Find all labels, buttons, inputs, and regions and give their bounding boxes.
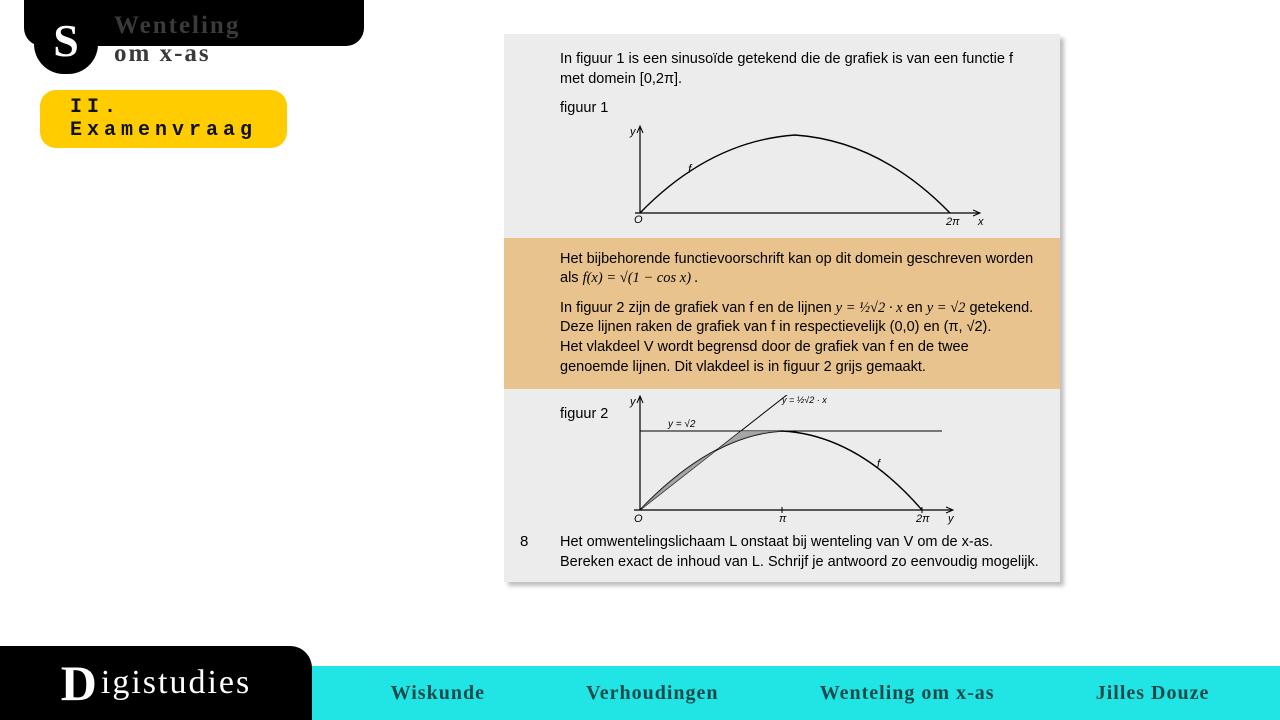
fig1-origin-label: O	[634, 214, 643, 226]
svg-text:y: y	[629, 396, 637, 408]
figure1-label: figuur 1	[560, 99, 1040, 119]
highlight-p2: In figuur 2 zijn de grafiek van f en de …	[560, 299, 1040, 338]
page-title: Wenteling om x-as	[114, 12, 240, 68]
footer-item: Verhoudingen	[586, 682, 718, 705]
highlight-p1: Het bijbehorende functievoorschrift kan …	[560, 250, 1040, 289]
highlight-box: Het bijbehorende functievoorschrift kan …	[504, 238, 1060, 389]
fig1-x-label: x	[977, 216, 984, 228]
section-badge: II. Examenvraag	[40, 90, 287, 148]
question-text: Het omwentelingslichaam L onstaat bij we…	[560, 533, 1040, 572]
fig1-xmax-label: 2π	[945, 216, 960, 228]
svg-text:π: π	[779, 513, 787, 525]
logo-icon: S	[34, 6, 98, 74]
intro-span: In figuur 1 is een sinusoïde getekend di…	[560, 51, 1013, 87]
figure2-label: figuur 2	[560, 405, 608, 425]
svg-text:2π: 2π	[915, 513, 930, 525]
svg-text:f: f	[877, 458, 881, 470]
svg-text:y = ½√2 · x: y = ½√2 · x	[781, 395, 827, 405]
footer-logo: Digistudies	[0, 646, 312, 720]
fig1-y-label: y	[629, 126, 637, 138]
svg-text:y: y	[947, 513, 955, 525]
intro-text: In figuur 1 is een sinusoïde getekend di…	[560, 50, 1040, 89]
footer-items: Wiskunde Verhoudingen Wenteling om x-as …	[340, 666, 1260, 720]
footer-item: Jilles Douze	[1096, 682, 1210, 705]
figure2-graph: y O π 2π y f y = √2 y = ½√2 · x	[622, 395, 962, 525]
svg-text:y = √2: y = √2	[667, 418, 696, 430]
exam-card: In figuur 1 is een sinusoïde getekend di…	[504, 34, 1060, 582]
svg-text:O: O	[634, 513, 643, 525]
footer-bar: Digistudies Wiskunde Verhoudingen Wentel…	[0, 666, 1280, 720]
figure1-graph: y O 2π x f	[620, 123, 990, 228]
footer-item: Wenteling om x-as	[820, 682, 995, 705]
footer-item: Wiskunde	[391, 682, 485, 705]
question-number: 8	[520, 532, 528, 552]
highlight-p3: Het vlakdeel V wordt begrensd door de gr…	[560, 338, 1040, 377]
